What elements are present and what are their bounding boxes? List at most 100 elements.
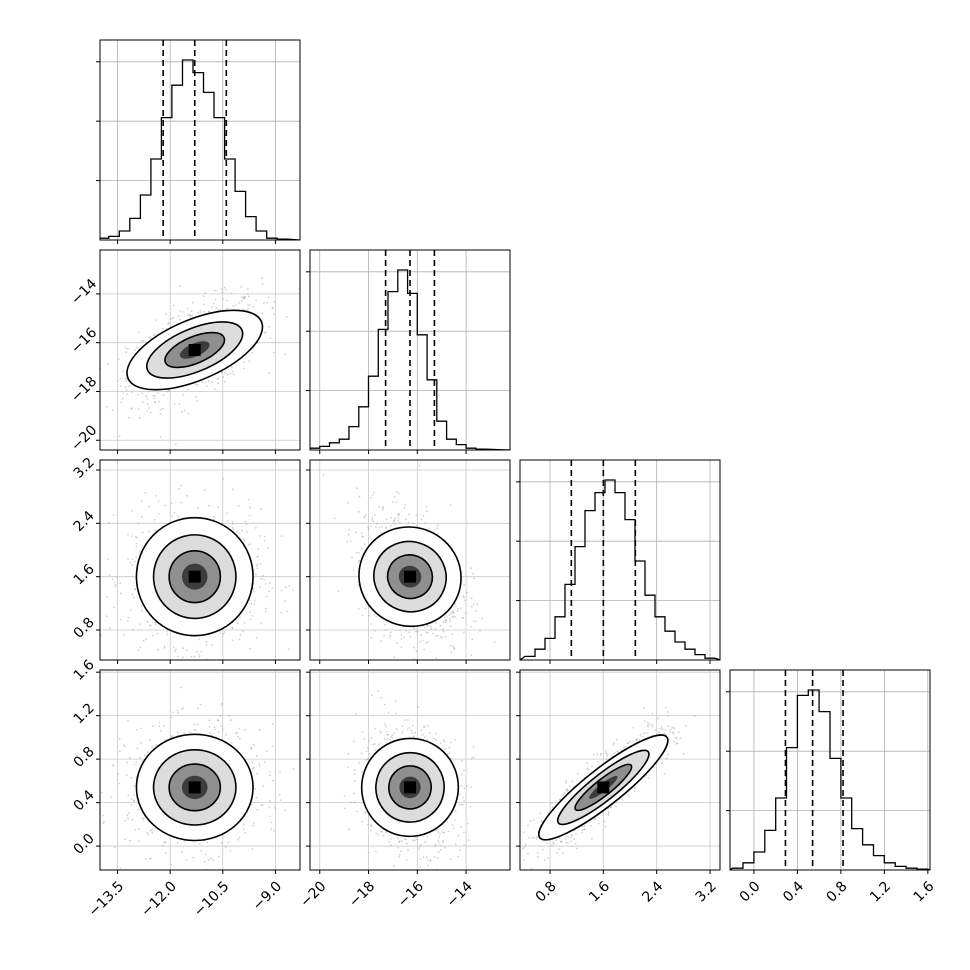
scatter-point [252,766,255,769]
scatter-point [575,847,578,850]
marginal-panel-1 [306,249,511,451]
scatter-point [199,703,202,706]
scatter-point [252,822,255,825]
scatter-point [227,519,229,522]
scatter-point [265,607,267,610]
scatter-point [181,851,183,853]
scatter-point [600,752,602,755]
scatter-point [383,703,386,706]
scatter-point [615,805,617,807]
scatter-point [337,590,340,593]
scatter-point [361,536,364,539]
scatter-point [396,642,398,645]
scatter-point [225,308,228,311]
scatter-point [147,833,149,836]
scatter-point [279,799,282,801]
scatter-point [102,814,105,817]
scatter-point [156,632,159,635]
scatter-point [367,526,369,528]
scatter-point [389,739,391,741]
scatter-point [180,686,182,689]
scatter-point [236,531,238,533]
scatter-point [398,853,401,856]
scatter-point [157,513,160,515]
scatter-point [347,533,350,536]
scatter-point [268,372,271,374]
scatter-point [423,648,426,651]
scatter-point [273,300,276,303]
scatter-point [426,738,429,741]
scatter-point [349,540,352,542]
scatter-point [190,655,193,658]
scatter-point [153,519,156,521]
scatter-point [213,289,216,292]
scatter-point [178,318,181,321]
scatter-point [180,501,183,504]
scatter-point [434,843,437,846]
scatter-point [429,860,432,862]
scatter-point [199,842,201,845]
scatter-point [216,377,219,380]
scatter-point [196,384,199,386]
scatter-point [170,502,173,504]
scatter-point [133,763,136,766]
scatter-point [437,831,439,833]
scatter-point [141,500,143,503]
scatter-point [247,498,250,501]
scatter-point [267,547,269,550]
scatter-point [122,392,125,395]
scatter-point [249,647,252,650]
scatter-point [237,622,239,625]
scatter-point [358,442,360,444]
scatter-point [472,756,475,758]
scatter-point [382,662,384,664]
scatter-point [238,836,241,839]
scatter-point [204,381,207,384]
scatter-point [194,395,197,398]
scatter-point [262,785,265,788]
marginal-panel-2 [516,459,721,661]
scatter-point [444,846,446,849]
scatter-point [271,587,274,589]
scatter-point [230,719,232,722]
scatter-point [397,513,400,515]
scatter-point [390,735,392,738]
scatter-point [391,501,394,503]
scatter-point [142,531,144,534]
scatter-point [226,373,229,376]
scatter-point [292,768,295,770]
scatter-point [192,856,195,859]
marginal-inner-0 [100,40,300,240]
scatter-point [116,576,118,579]
scatter-point [407,719,409,721]
scatter-point [382,506,384,508]
scatter-point [532,819,535,821]
scatter-point [126,620,129,622]
scatter-point [189,314,192,316]
scatter-point [380,531,382,534]
scatter-point [358,559,361,562]
scatter-point [78,374,80,376]
scatter-point [171,515,173,518]
scatter-point [174,650,177,652]
scatter-point [436,856,439,859]
scatter-point [597,760,599,763]
scatter-point [386,738,388,741]
scatter-point [153,395,156,397]
scatter-point [440,849,442,851]
scatter-point [129,609,132,611]
scatter-point [646,721,649,724]
scatter-point [212,515,215,518]
scatter-point [119,582,122,584]
scatter-point [439,844,442,847]
scatter-point [349,801,352,804]
scatter-point [191,301,194,304]
scatter-point [189,316,192,319]
scatter-point [403,636,406,638]
scatter-point [425,682,427,684]
scatter-point [475,620,477,623]
scatter-point [205,385,208,388]
scatter-point [159,413,162,415]
scatter-point [415,514,418,517]
scatter-point [269,774,271,777]
